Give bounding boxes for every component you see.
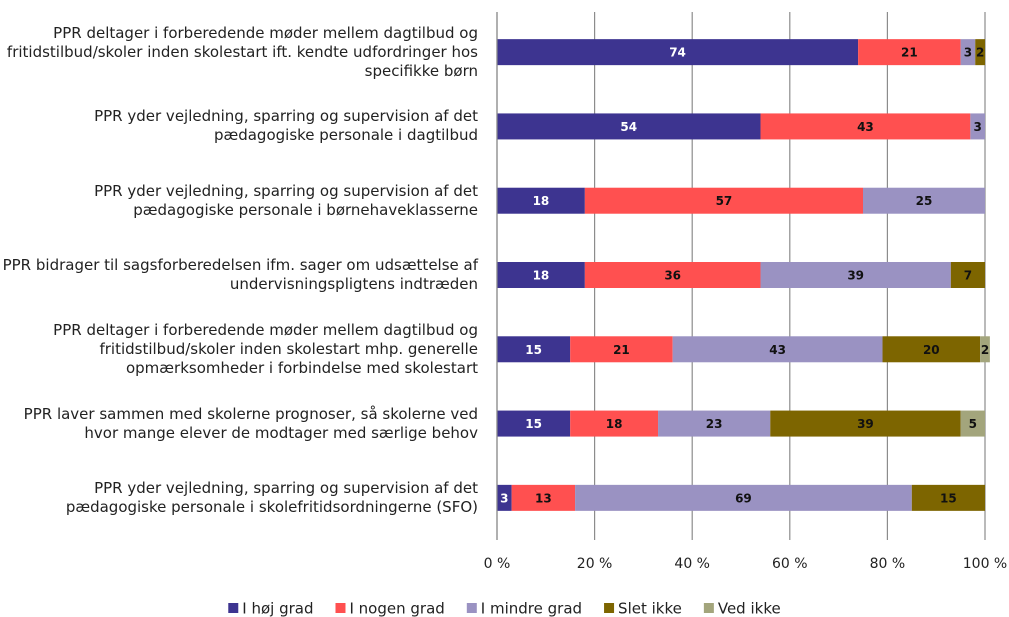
category-text: PPR yder vejledning, sparring og supervi… [94, 107, 478, 145]
x-tick-label: 100 % [963, 556, 1007, 572]
data-label: 18 [606, 417, 623, 431]
x-tick-label: 80 % [870, 556, 906, 572]
legend-label: Ved ikke [718, 600, 781, 617]
data-label: 15 [525, 417, 542, 431]
category-label: PPR deltager i forberedende møder mellem… [0, 312, 478, 386]
bar-segment [497, 113, 761, 140]
legend-swatch [604, 603, 615, 613]
data-label: 39 [847, 269, 864, 283]
data-label: 23 [706, 417, 723, 431]
x-tick-label: 60 % [772, 556, 808, 572]
data-label: 13 [535, 491, 552, 505]
category-label: PPR yder vejledning, sparring og supervi… [0, 164, 478, 238]
data-label: 18 [533, 194, 550, 208]
category-label: PPR laver sammen med skolerne prognoser,… [0, 386, 478, 460]
bar-segment [570, 336, 673, 363]
bar-segment [980, 336, 990, 363]
data-label: 3 [974, 120, 982, 134]
x-tick-label: 40 % [674, 556, 710, 572]
legend-label: I nogen grad [349, 600, 444, 617]
data-label: 21 [613, 343, 630, 357]
category-text: PPR deltager i forberedende møder mellem… [6, 23, 478, 80]
bar-segment [658, 410, 771, 437]
bar-segment [960, 410, 985, 437]
data-label: 5 [969, 417, 977, 431]
bar-segment [497, 187, 585, 214]
category-label: PPR deltager i forberedende møder mellem… [0, 15, 478, 89]
bar-segment [950, 262, 985, 288]
bar-segment [497, 484, 512, 511]
bar-segment [882, 336, 981, 363]
data-label: 43 [857, 120, 874, 134]
bar-segment [760, 262, 951, 288]
category-text: PPR laver sammen med skolerne prognoser,… [23, 404, 478, 442]
legend-label: Slet ikke [618, 600, 682, 617]
bar-segment [570, 410, 659, 437]
legend-swatch [228, 603, 239, 613]
bar-segment [975, 39, 985, 66]
bar-segment [863, 187, 985, 214]
data-label: 39 [857, 417, 874, 431]
data-label: 2 [981, 343, 989, 357]
data-label: 54 [620, 120, 637, 134]
legend-label: I høj grad [242, 600, 313, 617]
data-label: 15 [940, 491, 957, 505]
data-label: 21 [901, 46, 918, 60]
category-label: PPR yder vejledning, sparring og supervi… [0, 461, 478, 535]
data-label: 36 [664, 269, 681, 283]
bar-segment [575, 484, 912, 511]
data-label: 74 [669, 46, 686, 60]
bar-segment [970, 113, 985, 140]
bar-segment [911, 484, 985, 511]
legend-swatch [703, 603, 714, 613]
bar-segment [760, 113, 971, 140]
bar-segment [584, 262, 761, 288]
bar-segment [497, 39, 859, 66]
data-label: 69 [735, 491, 752, 505]
category-label: PPR bidrager til sagsforberedelsen ifm. … [0, 238, 478, 312]
bar-segment [511, 484, 576, 511]
data-label: 3 [500, 491, 508, 505]
category-text: PPR deltager i forberedende møder mellem… [53, 320, 478, 377]
data-label: 43 [769, 343, 786, 357]
legend-label: I mindre grad [481, 600, 582, 617]
legend-swatch [466, 603, 477, 613]
data-label: 15 [525, 343, 542, 357]
data-label: 25 [916, 194, 933, 208]
category-text: PPR yder vejledning, sparring og supervi… [94, 181, 478, 219]
data-label: 3 [964, 46, 972, 60]
category-label: PPR yder vejledning, sparring og supervi… [0, 89, 478, 163]
data-label: 2 [976, 46, 984, 60]
data-label: 18 [533, 269, 550, 283]
bar-segment [497, 262, 585, 288]
category-text: PPR bidrager til sagsforberedelsen ifm. … [2, 255, 478, 293]
data-label: 20 [923, 343, 940, 357]
bar-segment [584, 187, 863, 214]
x-tick-label: 20 % [577, 556, 613, 572]
bar-segment [770, 410, 961, 437]
bar-segment [960, 39, 976, 66]
category-text: PPR yder vejledning, sparring og supervi… [65, 478, 478, 516]
x-tick-label: 0 % [484, 556, 511, 572]
data-label: 7 [964, 269, 972, 283]
bar-segment [672, 336, 883, 363]
bar-segment [497, 336, 571, 363]
data-label: 57 [716, 194, 733, 208]
bar-segment [497, 410, 571, 437]
legend-swatch [335, 603, 346, 613]
bar-segment [858, 39, 961, 66]
